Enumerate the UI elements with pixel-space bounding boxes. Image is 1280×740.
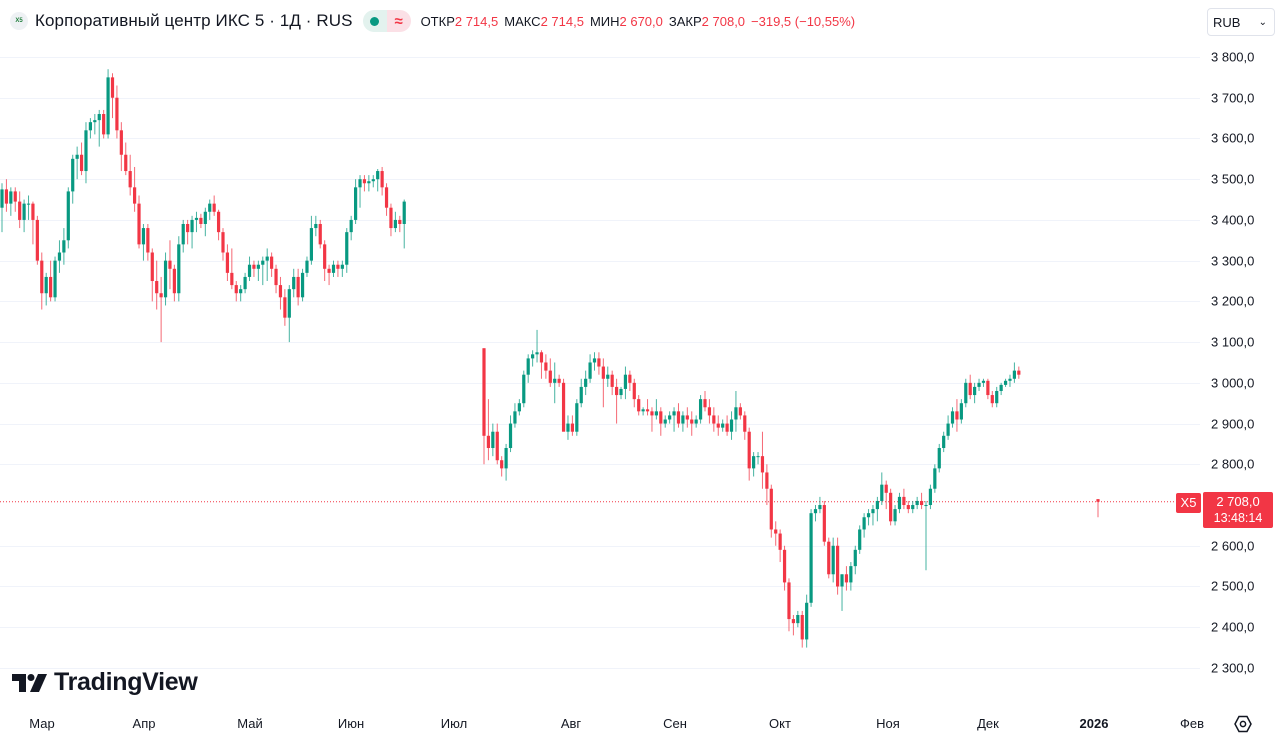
tradingview-logo[interactable]: TradingView xyxy=(12,668,198,697)
price-axis-label: 3 800,0 xyxy=(1211,49,1255,65)
price-axis-label: 3 300,0 xyxy=(1211,253,1255,269)
ohlc-legend: ОТКР 2 714,5 МАКС 2 714,5 МИН 2 670,0 ЗА… xyxy=(421,14,856,29)
symbol-price-tag: X5 xyxy=(1176,493,1201,513)
currency-selector[interactable]: RUB ⌄ xyxy=(1207,8,1275,36)
low-label: МИН xyxy=(589,13,620,29)
time-axis-label: Окт xyxy=(769,716,791,731)
price-axis-label: 3 600,0 xyxy=(1211,130,1255,146)
price-axis-label: 3 400,0 xyxy=(1211,212,1255,228)
time-axis-label: Июл xyxy=(440,716,468,731)
price-axis-label: 2 600,0 xyxy=(1211,538,1255,554)
price-axis-label: 2 300,0 xyxy=(1211,660,1255,676)
symbol-header: X5 Корпоративный центр ИКС 5 · 1Д · RUS … xyxy=(0,0,1200,42)
status-pills[interactable]: ≈ xyxy=(362,10,411,32)
time-axis-label: Дек xyxy=(977,716,999,731)
high-value: 2 714,5 xyxy=(540,13,584,29)
time-axis-label: 2026 xyxy=(1079,716,1109,731)
time-axis-label: Июн xyxy=(337,716,365,731)
time-axis-label: Мар xyxy=(29,716,55,731)
close-value: 2 708,0 xyxy=(701,13,746,29)
time-axis-label: Фев xyxy=(1179,716,1205,731)
time-axis-label: Май xyxy=(237,716,263,731)
time-axis-label: Ноя xyxy=(876,716,900,731)
price-axis-label: 3 700,0 xyxy=(1211,90,1255,106)
market-open-dot-icon[interactable] xyxy=(362,10,387,32)
bar-countdown: 13:48:14 xyxy=(1213,511,1263,525)
time-axis-label: Апр xyxy=(132,716,156,731)
change-value: −319,5 (−10,55%) xyxy=(751,13,856,29)
price-axis-label: 2 800,0 xyxy=(1211,456,1255,472)
settings-icon[interactable] xyxy=(1233,714,1253,734)
price-axis-label: 3 100,0 xyxy=(1211,334,1255,350)
currency-value: RUB xyxy=(1213,14,1241,30)
price-axis-label: 3 200,0 xyxy=(1211,293,1255,309)
symbol-title[interactable]: Корпоративный центр ИКС 5 · 1Д · RUS xyxy=(35,11,353,30)
price-axis-label: 2 900,0 xyxy=(1211,416,1255,432)
high-label: МАКС xyxy=(504,13,541,29)
price-axis-label: 2 500,0 xyxy=(1211,578,1255,594)
last-price-tag: 2 708,0 13:48:14 xyxy=(1203,492,1273,528)
approx-icon[interactable]: ≈ xyxy=(386,10,411,32)
price-axis-label: 2 400,0 xyxy=(1211,619,1255,635)
tradingview-logo-icon xyxy=(12,673,47,692)
last-price-value: 2 708,0 xyxy=(1216,494,1260,509)
price-axis-label: 3 500,0 xyxy=(1211,171,1255,187)
open-value: 2 714,5 xyxy=(454,13,499,29)
ticker-logo-icon: X5 xyxy=(10,12,28,30)
open-label: ОТКР xyxy=(420,13,455,29)
price-axis-label: 3 000,0 xyxy=(1211,375,1255,391)
close-label: ЗАКР xyxy=(668,13,702,29)
chevron-down-icon: ⌄ xyxy=(1258,16,1267,28)
time-axis-label: Авг xyxy=(560,716,582,731)
time-axis-label: Сен xyxy=(663,716,687,731)
tradingview-logo-text: TradingView xyxy=(54,668,198,696)
low-value: 2 670,0 xyxy=(619,13,663,29)
